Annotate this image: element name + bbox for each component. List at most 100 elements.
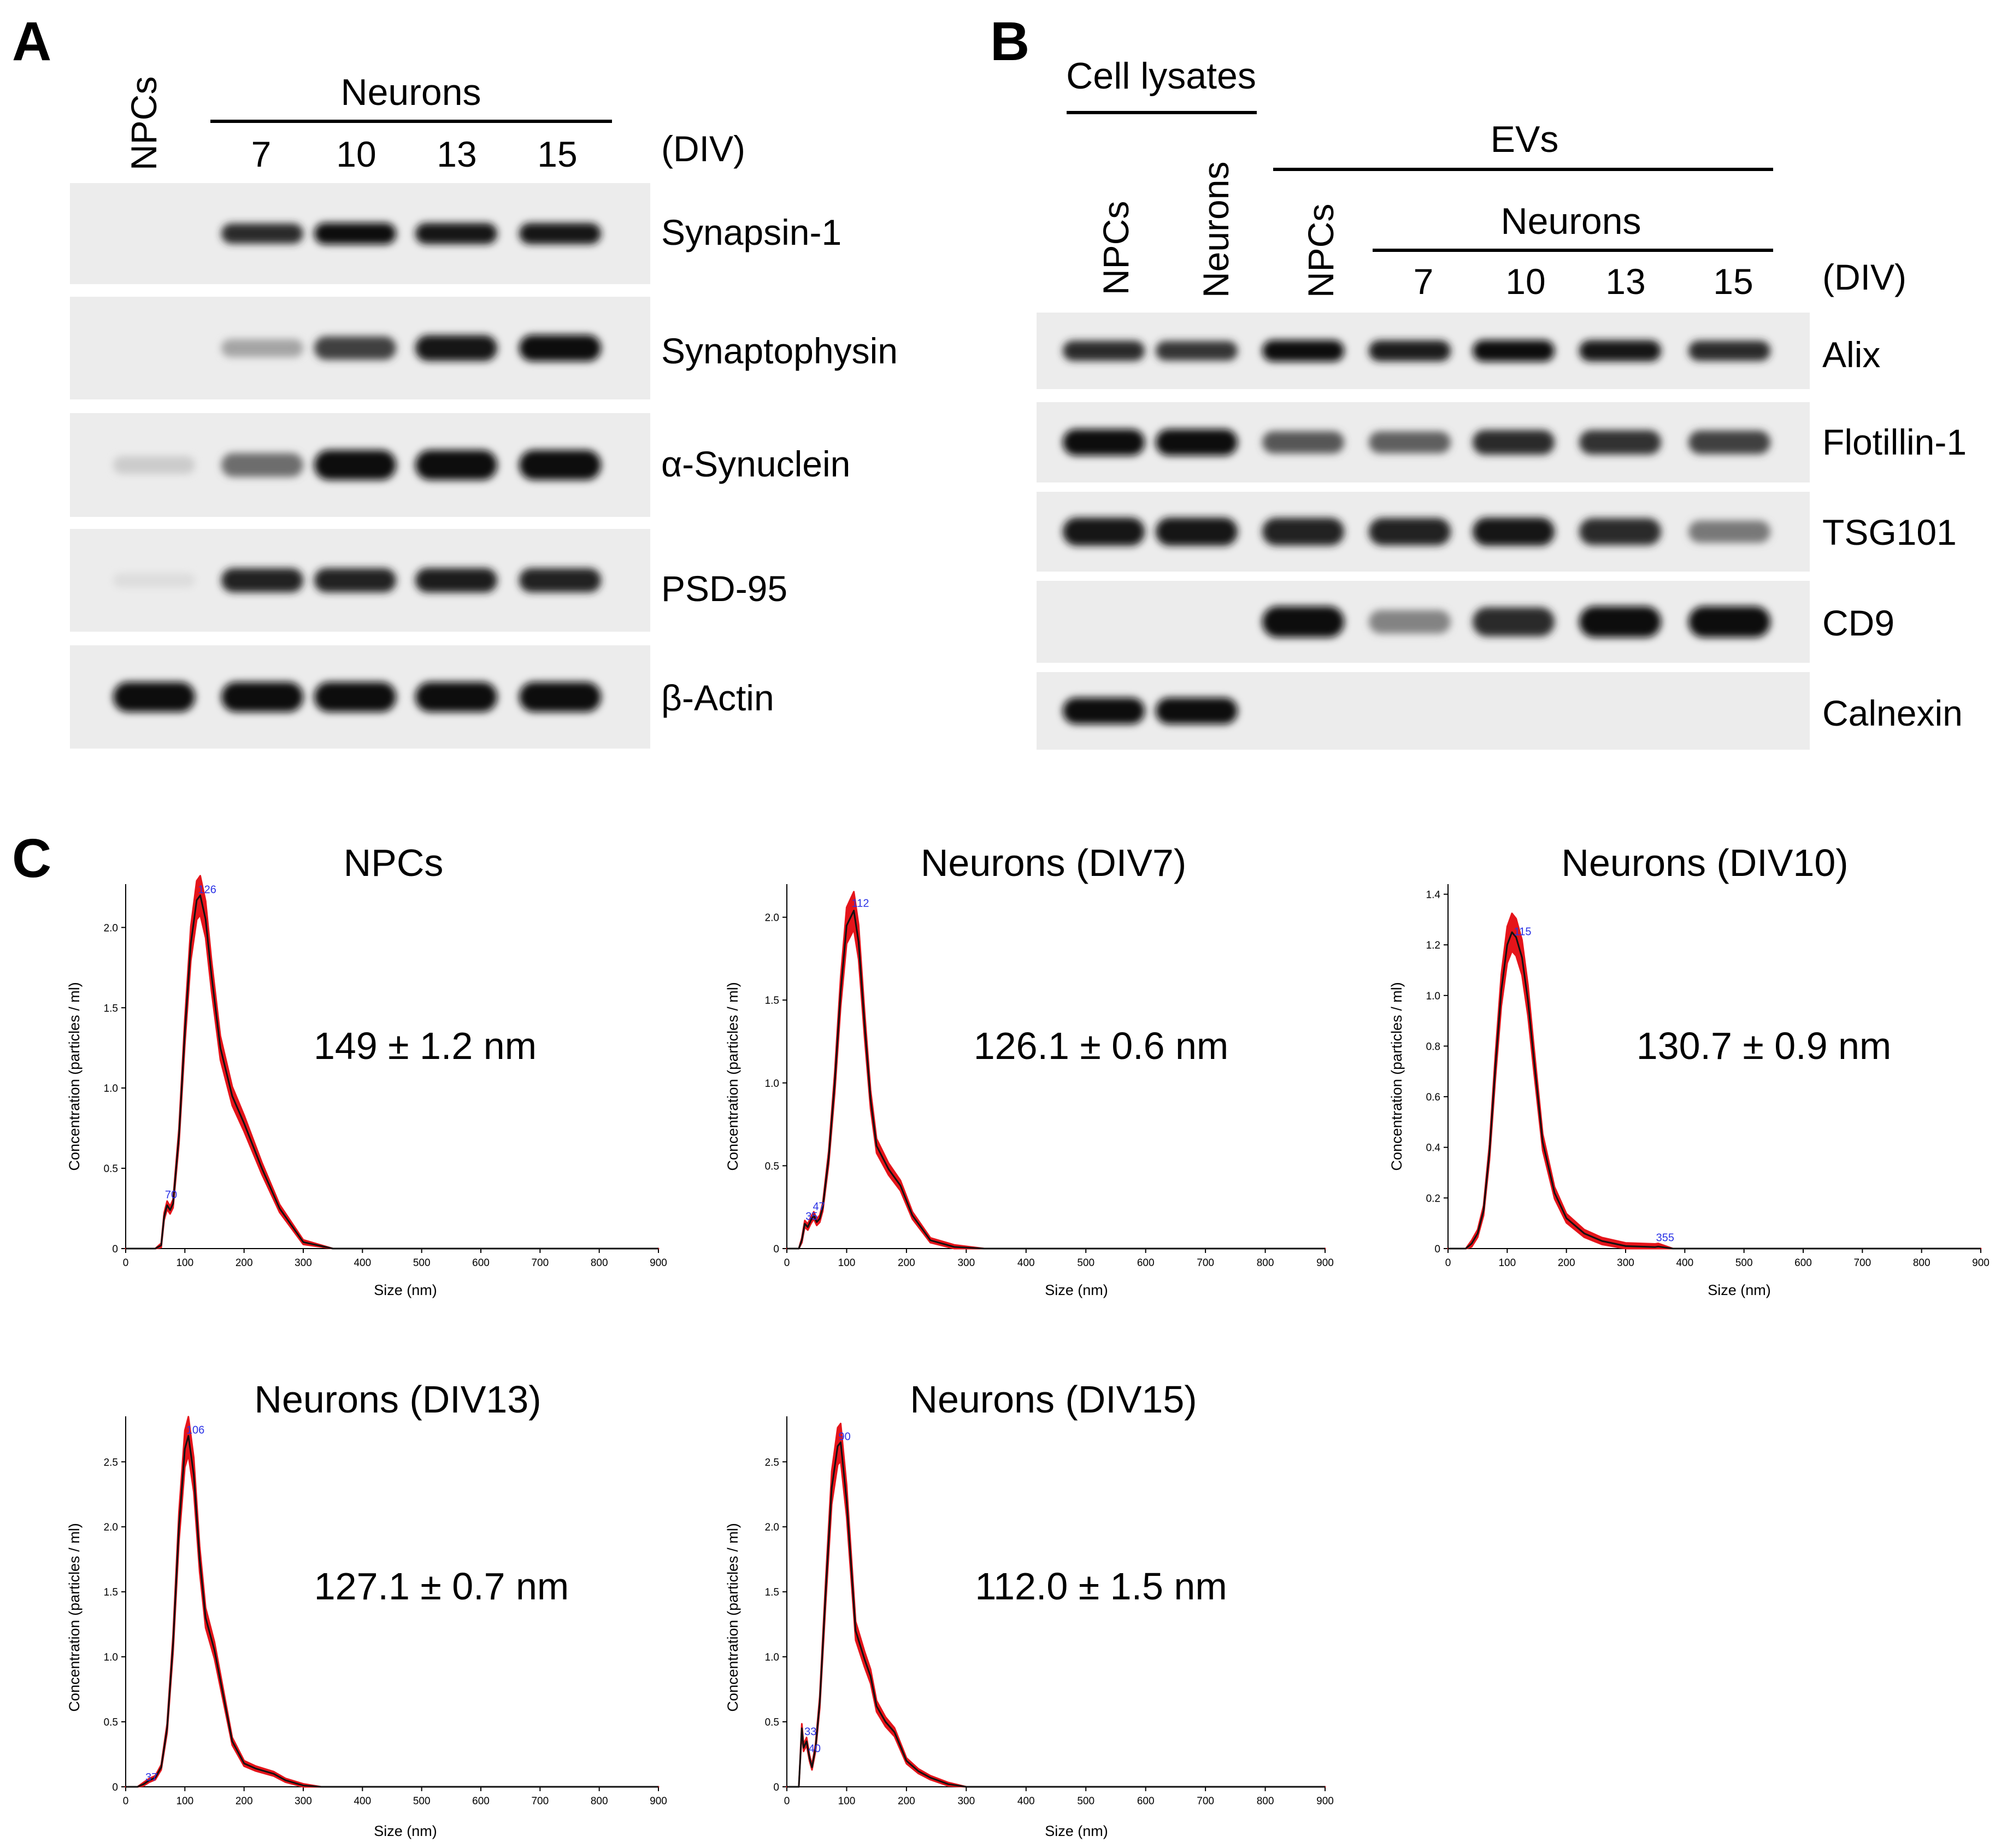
chart-npcs: NPCs 149 ± 1.2 nm Size (nm) Concentratio… (66, 841, 667, 1298)
x-tick-label: 400 (1676, 1257, 1693, 1269)
chart-x-axis-label: Size (nm) (1045, 1823, 1108, 1839)
chart-x-axis-label: Size (nm) (1708, 1282, 1771, 1298)
panel-b-protein-alix: Alix (1822, 334, 1880, 375)
x-tick-label: 300 (957, 1796, 975, 1807)
panel-b-div-10: 10 (1505, 261, 1545, 302)
x-tick-label: 500 (1077, 1257, 1094, 1269)
peak-label: 37 (145, 1772, 157, 1784)
panel-a-band-r2-l3 (415, 450, 497, 480)
panel-b-protein-flotillin: Flotillin-1 (1822, 422, 1967, 462)
panel-a-band-r3-l2 (314, 568, 396, 593)
panel-b-lane-npcs-lysate: NPCs (1096, 201, 1136, 295)
panel-b-band-r1-l3 (1369, 431, 1451, 454)
panel-b-band-r2-l4 (1473, 517, 1555, 546)
chart-plot-area: 0 100 200 300 400 500 600 700 800 900 0 0.5 1.0 1.5 2.… (765, 884, 1334, 1269)
x-tick-label: 300 (957, 1257, 975, 1269)
x-tick-label: 300 (1617, 1257, 1634, 1269)
chart-neurons-div13: Neurons (DIV13) 127.1 ± 0.7 nm Size (nm)… (66, 1378, 667, 1839)
chart-title: Neurons (DIV10) (1561, 841, 1848, 884)
chart-title: Neurons (DIV7) (921, 841, 1186, 884)
panel-b-band-r4-l0 (1063, 697, 1145, 725)
x-tick-label: 300 (295, 1796, 312, 1807)
panel-a-div-10: 10 (336, 134, 376, 174)
panel-a-protein-synuclein: α-Synuclein (661, 444, 850, 484)
x-tick-label: 100 (176, 1257, 193, 1269)
y-tick-label: 2.0 (104, 922, 118, 934)
panel-a-band-r0-l1 (221, 223, 303, 244)
peak-label: 40 (809, 1743, 821, 1755)
panel-a-band-r1-l2 (314, 336, 396, 360)
peak-label: 126 (198, 884, 216, 896)
chart-plot-area: 0 100 200 300 400 500 600 700 800 900 0 0.2 0.4 0.6 0.… (1426, 884, 1990, 1269)
y-tick-label: 0 (112, 1782, 118, 1793)
panel-b-lane-neurons-lysate: Neurons (1196, 162, 1236, 298)
panel-b-band-r2-l6 (1688, 520, 1770, 543)
x-tick-label: 600 (1137, 1796, 1155, 1807)
x-tick-label: 900 (1972, 1257, 1990, 1269)
panel-b-band-r0-l1 (1156, 341, 1238, 361)
x-tick-label: 600 (1794, 1257, 1812, 1269)
panel-a-band-r2-l0 (113, 456, 195, 474)
chart-neurons-div7: Neurons (DIV7) 126.1 ± 0.6 nm Size (nm) … (725, 841, 1334, 1298)
series-line (787, 1441, 1325, 1788)
x-tick-label: 200 (1558, 1257, 1575, 1269)
error-band (1447, 913, 1982, 1250)
x-tick-label: 400 (354, 1796, 371, 1807)
y-tick-label: 2.5 (104, 1457, 118, 1468)
x-tick-label: 200 (236, 1257, 253, 1269)
chart-mean-size: 149 ± 1.2 nm (314, 1025, 537, 1067)
x-tick-label: 0 (1445, 1257, 1451, 1269)
panel-b-band-r1-l1 (1156, 429, 1238, 456)
y-tick-label: 1.5 (765, 1587, 779, 1598)
y-tick-label: 0.5 (765, 1161, 779, 1172)
panel-b-band-r0-l2 (1262, 340, 1344, 362)
y-tick-label: 0.5 (765, 1717, 779, 1728)
y-tick-label: 0 (112, 1244, 118, 1255)
panel-a-div-15: 15 (537, 134, 577, 174)
panel-b-protein-calnexin: Calnexin (1822, 693, 1963, 733)
y-tick-label: 2.0 (765, 913, 779, 924)
peak-label: 90 (839, 1431, 851, 1443)
panel-b-lane-npcs-ev: NPCs (1300, 204, 1341, 298)
x-tick-label: 400 (1017, 1796, 1035, 1807)
chart-neurons-div15: Neurons (DIV15) 112.0 ± 1.5 nm Size (nm)… (725, 1378, 1334, 1839)
panel-b-div-label: (DIV) (1822, 257, 1906, 297)
panel-a-band-r1-l3 (415, 335, 497, 361)
y-tick-label: 0 (773, 1782, 779, 1793)
panel-b-band-r0-l0 (1063, 340, 1145, 361)
x-tick-label: 100 (176, 1796, 193, 1807)
x-tick-label: 0 (123, 1796, 129, 1807)
panel-b-protein-tsg101: TSG101 (1822, 512, 1957, 552)
y-tick-label: 1.4 (1426, 890, 1441, 901)
y-tick-label: 0.4 (1426, 1143, 1441, 1154)
chart-y-axis-label: Concentration (particles / ml) (66, 982, 83, 1170)
x-tick-label: 0 (784, 1796, 790, 1807)
peak-label: 33 (804, 1726, 816, 1738)
panel-b-band-r1-l0 (1063, 429, 1145, 456)
panel-a-band-r2-l1 (221, 453, 303, 477)
panel-a-protein-psd95: PSD-95 (661, 568, 787, 609)
panel-a-band-r4-l0 (113, 682, 195, 712)
y-tick-label: 0 (1434, 1244, 1440, 1255)
panel-b-div-15: 15 (1713, 261, 1753, 302)
chart-y-axis-label: Concentration (particles / ml) (725, 1523, 741, 1711)
panel-letter-a: A (12, 11, 51, 72)
panel-b-neurons-label: Neurons (1500, 201, 1641, 242)
panel-letter-c: C (12, 828, 51, 889)
panel-b-band-r1-l2 (1262, 431, 1344, 454)
panel-b-band-r3-l3 (1369, 610, 1451, 634)
panel-a-band-r0-l2 (314, 222, 396, 245)
chart-plot-area: 0 100 200 300 400 500 600 700 800 900 0 0.5 1.0 1.5 2.… (104, 875, 667, 1269)
y-tick-label: 2.5 (765, 1457, 779, 1468)
panel-a-protein-actin: β-Actin (661, 678, 774, 718)
x-tick-label: 200 (898, 1796, 915, 1807)
x-tick-label: 0 (123, 1257, 129, 1269)
panel-b-band-r2-l3 (1369, 518, 1451, 545)
panel-a-blots (70, 183, 650, 749)
panel-a-band-r3-l3 (415, 568, 497, 593)
series-line (1448, 931, 1981, 1250)
chart-mean-size: 112.0 ± 1.5 nm (975, 1565, 1227, 1608)
y-tick-label: 1.0 (765, 1652, 779, 1663)
x-tick-label: 600 (472, 1796, 490, 1807)
panel-a-neurons-label: Neurons (340, 72, 481, 113)
